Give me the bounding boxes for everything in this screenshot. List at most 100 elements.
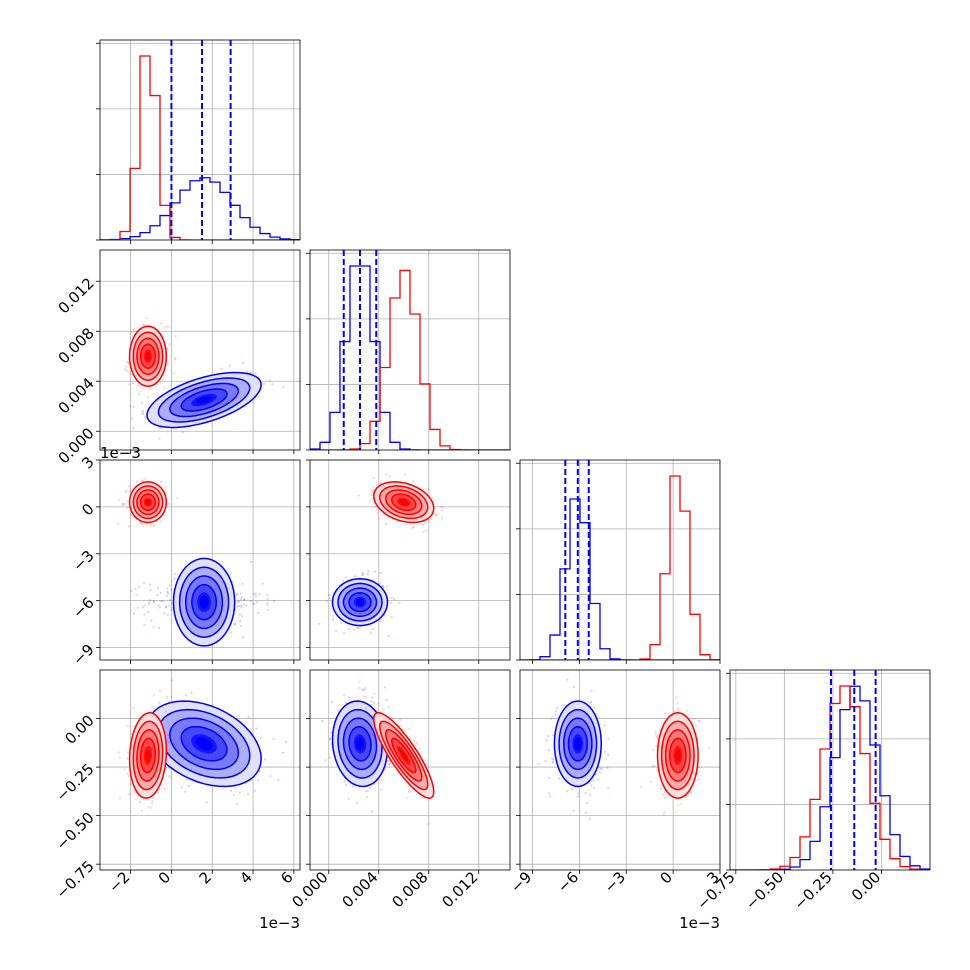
scatter-point — [441, 509, 444, 512]
scatter-point — [166, 590, 169, 594]
scatter-point — [250, 560, 253, 564]
scatter-point — [145, 317, 148, 320]
scatter-point — [262, 382, 265, 385]
scatter-point — [167, 363, 170, 366]
scatter-point — [590, 784, 593, 787]
scatter-point — [132, 725, 136, 728]
scatter-point — [677, 709, 680, 712]
histogram-series-0 — [310, 265, 510, 450]
scatter-point — [170, 588, 173, 591]
scatter-point — [388, 475, 391, 478]
scatter-point — [139, 390, 142, 393]
scatter-point — [141, 480, 144, 483]
scatter-point — [242, 598, 246, 601]
contour-line — [128, 481, 168, 524]
panel-frame — [309, 459, 511, 661]
contour-line — [391, 737, 417, 774]
scatter-point — [255, 727, 258, 730]
scatter-point — [160, 322, 163, 325]
scatter-point — [156, 593, 159, 596]
scatter-point — [649, 780, 653, 783]
scatter-point — [655, 735, 658, 738]
scatter-point — [544, 760, 547, 763]
scatter-point — [134, 587, 137, 591]
scatter-point — [131, 417, 134, 420]
panel-1-1 — [306, 249, 511, 454]
scatter-point — [361, 574, 364, 577]
scatter-point — [88, 424, 90, 426]
scatter-point — [160, 600, 163, 603]
scatter-point — [174, 744, 177, 747]
scatter-point — [368, 704, 371, 708]
scatter-point — [159, 480, 163, 484]
scatter-point — [378, 582, 381, 585]
scatter-point — [405, 796, 408, 799]
scatter-point — [424, 521, 427, 525]
scatter-point — [257, 779, 260, 782]
scatter-point — [126, 757, 129, 760]
scatter-point — [185, 778, 188, 782]
contour-line — [337, 582, 383, 622]
panel-frame — [99, 669, 301, 871]
scatter-point — [146, 396, 150, 399]
scatter-point — [220, 367, 223, 370]
contour-line — [379, 720, 429, 791]
scatter-point — [577, 792, 580, 795]
scatter-point — [351, 785, 354, 788]
x-tick-label: −0.50 — [742, 868, 787, 913]
scatter-point — [232, 793, 236, 796]
scatter-point — [132, 706, 135, 710]
scatter-point — [557, 777, 561, 780]
scatter-point — [675, 696, 678, 699]
contour-line — [128, 325, 168, 388]
scatter-point — [153, 600, 156, 603]
contour-line — [385, 729, 423, 782]
scatter-point — [170, 679, 173, 682]
scatter-point — [157, 587, 160, 590]
scatter-point — [151, 802, 154, 805]
scatter-point — [168, 598, 171, 601]
contour-line — [348, 725, 372, 762]
scatter-point — [328, 756, 331, 759]
scatter-point — [362, 718, 365, 721]
scatter-point — [271, 383, 274, 386]
scatter-point — [674, 811, 677, 814]
scatter-point — [239, 592, 242, 595]
scatter-point — [344, 780, 347, 783]
scatter-point — [159, 689, 162, 692]
contour-line — [128, 711, 168, 799]
scatter-point — [152, 625, 155, 629]
scatter-point — [126, 772, 129, 775]
scatter-point — [572, 810, 575, 813]
scatter-point — [372, 488, 375, 491]
scatter-point — [408, 790, 411, 793]
scatter-point — [552, 760, 555, 763]
contour-line — [668, 737, 687, 774]
scatter-point — [550, 757, 554, 760]
scatter-point — [584, 811, 587, 815]
scatter-point — [387, 634, 390, 638]
scatter-point — [118, 756, 121, 759]
scatter-point — [238, 600, 241, 603]
scatter-point — [247, 715, 250, 718]
scatter-point — [123, 768, 126, 771]
scatter-point — [167, 751, 170, 755]
scatter-point — [282, 751, 285, 754]
scatter-point — [184, 694, 188, 697]
scatter-point — [552, 758, 555, 761]
scatter-point — [269, 379, 272, 382]
scatter-point — [357, 681, 360, 684]
density-core — [399, 749, 409, 762]
scatter-point — [119, 797, 122, 800]
scatter-point — [140, 401, 143, 404]
scatter-point — [603, 750, 607, 754]
scatter-point — [141, 411, 144, 414]
scatter-point — [378, 482, 381, 485]
scatter-point — [663, 796, 666, 799]
scatter-point — [266, 597, 269, 600]
scatter-point — [239, 619, 242, 623]
panel-2-0: −9 −6 −3 0 3 — [69, 453, 301, 669]
scatter-point — [389, 601, 392, 604]
scatter-point — [149, 583, 152, 586]
